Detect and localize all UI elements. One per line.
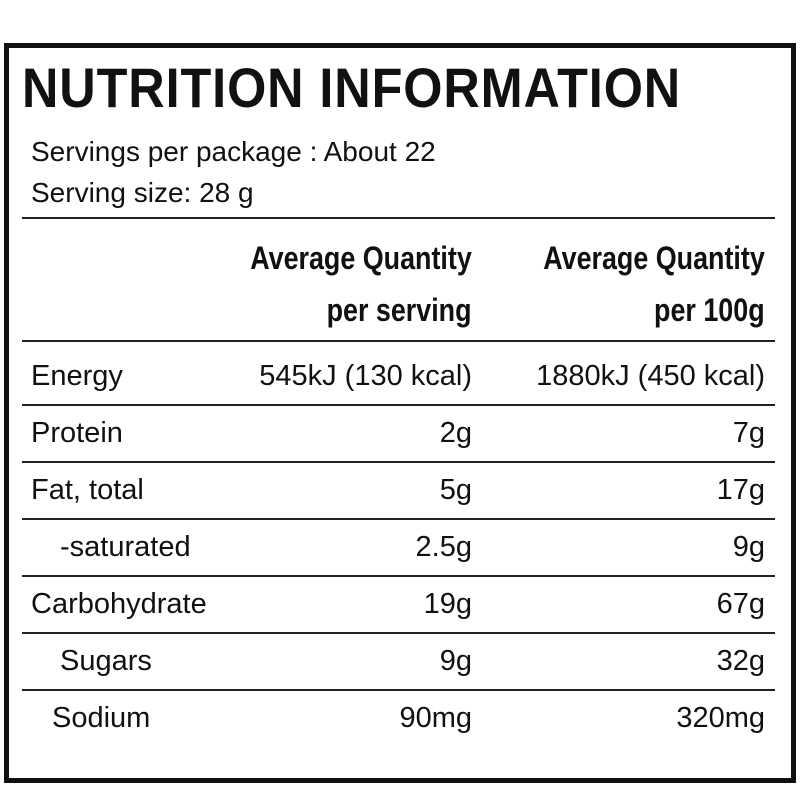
per-100g-value: 9g xyxy=(732,531,765,563)
serving-size: Serving size: 28 g xyxy=(31,177,254,208)
per-100g-value: 67g xyxy=(716,588,765,620)
per-100g-value: 1880kJ (450 kcal) xyxy=(536,360,765,392)
per-serving-value: 545kJ (130 kcal) xyxy=(259,360,472,392)
per-serving-value: 5g xyxy=(439,474,472,506)
divider xyxy=(22,340,775,342)
servings-per-package: Servings per package : About 22 xyxy=(31,136,436,167)
per-serving-value: 2.5g xyxy=(415,531,472,563)
nutrient-name: -saturated xyxy=(60,531,191,563)
row-divider xyxy=(22,575,775,577)
per-100g-value: 7g xyxy=(732,417,765,449)
nutrient-name: Fat, total xyxy=(31,474,144,506)
column-header: Average Quantity xyxy=(543,240,765,276)
column-header: per 100g xyxy=(654,292,765,328)
label-border xyxy=(4,43,796,783)
divider xyxy=(22,217,775,219)
per-serving-value: 19g xyxy=(423,588,472,620)
row-divider xyxy=(22,689,775,691)
per-serving-value: 2g xyxy=(439,417,472,449)
title: NUTRITION INFORMATION xyxy=(22,56,682,119)
nutrient-name: Protein xyxy=(31,417,123,449)
per-serving-value: 9g xyxy=(439,645,472,677)
nutrient-name: Sugars xyxy=(60,645,152,677)
nutrient-name: Energy xyxy=(31,360,123,392)
column-header: Average Quantity xyxy=(250,240,472,276)
per-100g-value: 17g xyxy=(716,474,765,506)
per-100g-value: 32g xyxy=(716,645,765,677)
row-divider xyxy=(22,632,775,634)
column-header: per serving xyxy=(327,292,472,328)
per-serving-value: 90mg xyxy=(399,702,472,734)
per-100g-value: 320mg xyxy=(676,702,765,734)
row-divider xyxy=(22,461,775,463)
row-divider xyxy=(22,518,775,520)
nutrient-name: Sodium xyxy=(52,702,151,734)
nutrient-name: Carbohydrate xyxy=(31,588,207,620)
row-divider xyxy=(22,404,775,406)
